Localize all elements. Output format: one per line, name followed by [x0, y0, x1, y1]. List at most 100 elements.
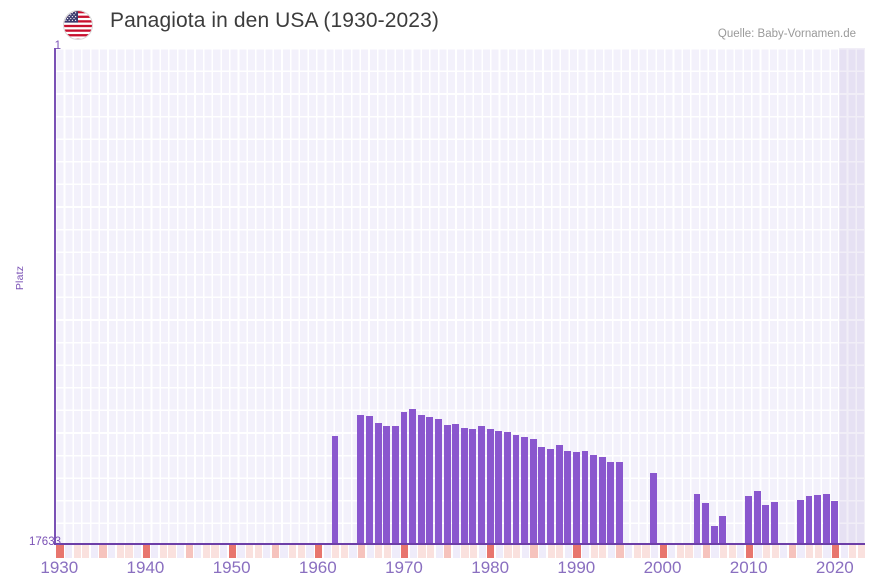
year-marker-1980	[485, 545, 495, 558]
bar-2017[interactable]	[805, 496, 813, 544]
bar-2004[interactable]	[693, 493, 701, 544]
bar-2019[interactable]	[822, 493, 830, 544]
bar-1982[interactable]	[503, 432, 511, 544]
year-marker-2007	[718, 545, 728, 558]
year-marker-1948	[210, 545, 219, 558]
y-axis-top-label: 1	[54, 40, 61, 52]
bar-1962[interactable]	[331, 435, 339, 544]
bar-1974[interactable]	[435, 419, 442, 544]
year-marker-1966	[365, 545, 374, 558]
bar-1967[interactable]	[374, 423, 382, 544]
year-marker-separator	[141, 545, 143, 558]
year-marker-1992	[589, 545, 598, 558]
year-marker-1940	[141, 545, 150, 558]
x-tick-1940: 1940	[126, 558, 165, 577]
year-marker-1930	[55, 545, 64, 558]
bar-1988[interactable]	[555, 445, 563, 544]
year-marker-separator	[287, 545, 290, 558]
year-marker-2005	[701, 545, 710, 558]
year-marker-separator	[589, 545, 591, 558]
bar-2020[interactable]	[831, 500, 839, 544]
bar-1969[interactable]	[391, 425, 399, 544]
year-marker-separator	[399, 545, 402, 558]
year-marker-separator	[649, 545, 651, 558]
year-marker-separator	[692, 545, 695, 558]
year-marker-separator	[684, 545, 686, 558]
bar-1987[interactable]	[547, 449, 554, 544]
bar-1965[interactable]	[357, 415, 365, 544]
bar-1994[interactable]	[607, 461, 615, 544]
bar-1977[interactable]	[460, 427, 468, 544]
bar-1993[interactable]	[598, 457, 606, 544]
bar-1999[interactable]	[650, 473, 658, 544]
bar-2013[interactable]	[771, 502, 778, 544]
year-marker-separator	[98, 545, 100, 558]
year-marker-1983	[511, 545, 521, 558]
year-marker-1943	[167, 545, 176, 558]
bar-2018[interactable]	[814, 494, 822, 544]
year-marker-separator	[106, 545, 109, 558]
bar-1970[interactable]	[400, 411, 408, 544]
bar-2016[interactable]	[796, 499, 804, 544]
source-attribution: Quelle: Baby-Vornamen.de	[717, 28, 856, 40]
bar-1991[interactable]	[581, 451, 589, 544]
year-marker-2001	[666, 545, 676, 558]
year-marker-1996	[623, 545, 633, 558]
year-marker-1984	[520, 545, 529, 558]
bar-1990[interactable]	[572, 452, 580, 544]
bar-1986[interactable]	[538, 447, 546, 544]
year-marker-separator	[356, 545, 358, 558]
year-marker-1953	[253, 545, 262, 558]
bar-1968[interactable]	[383, 425, 391, 544]
x-tick-1950: 1950	[212, 558, 251, 577]
bar-1976[interactable]	[452, 423, 460, 544]
bar-2010[interactable]	[745, 495, 753, 544]
year-marker-1931	[63, 545, 73, 558]
year-marker-1999	[649, 545, 659, 558]
year-marker-separator	[451, 545, 453, 558]
year-marker-1982	[503, 545, 512, 558]
bar-1981[interactable]	[495, 431, 503, 544]
year-marker-separator	[632, 545, 634, 558]
year-marker-separator	[494, 545, 496, 558]
bar-1992[interactable]	[590, 454, 597, 544]
bar-1972[interactable]	[417, 415, 425, 544]
year-marker-separator	[727, 545, 729, 558]
bar-2012[interactable]	[762, 504, 770, 544]
bar-1980[interactable]	[486, 429, 494, 544]
bar-1978[interactable]	[469, 429, 477, 544]
year-marker-1979	[477, 545, 486, 558]
bar-1985[interactable]	[529, 438, 537, 544]
bar-2005[interactable]	[702, 503, 710, 544]
year-marker-1950	[227, 545, 236, 558]
bar-1984[interactable]	[521, 436, 529, 544]
bar-1995[interactable]	[615, 462, 623, 544]
bar-1983[interactable]	[512, 434, 520, 544]
bar-1973[interactable]	[426, 416, 434, 544]
bar-1971[interactable]	[409, 409, 417, 544]
year-marker-separator	[572, 545, 574, 558]
bar-1989[interactable]	[564, 450, 572, 544]
bar-1979[interactable]	[478, 426, 485, 544]
year-marker-2004	[692, 545, 702, 558]
bar-2011[interactable]	[753, 490, 761, 544]
year-marker-1957	[287, 545, 297, 558]
bar-1975[interactable]	[443, 424, 451, 544]
bar-1966[interactable]	[366, 416, 373, 544]
year-marker-1937	[115, 545, 124, 558]
year-marker-separator	[752, 545, 755, 558]
plot-area	[55, 48, 865, 544]
year-marker-separator	[279, 545, 281, 558]
year-marker-separator	[201, 545, 203, 558]
bar-2006[interactable]	[710, 526, 718, 544]
year-marker-1964	[347, 545, 357, 558]
year-marker-1986	[537, 545, 547, 558]
year-marker-separator	[597, 545, 600, 558]
page-title: Panagiota in den USA (1930-2023)	[110, 9, 439, 32]
year-marker-separator	[330, 545, 333, 558]
year-marker-separator	[149, 545, 152, 558]
year-marker-1956	[279, 545, 288, 558]
year-marker-1951	[235, 545, 245, 558]
bar-2007[interactable]	[719, 515, 727, 544]
